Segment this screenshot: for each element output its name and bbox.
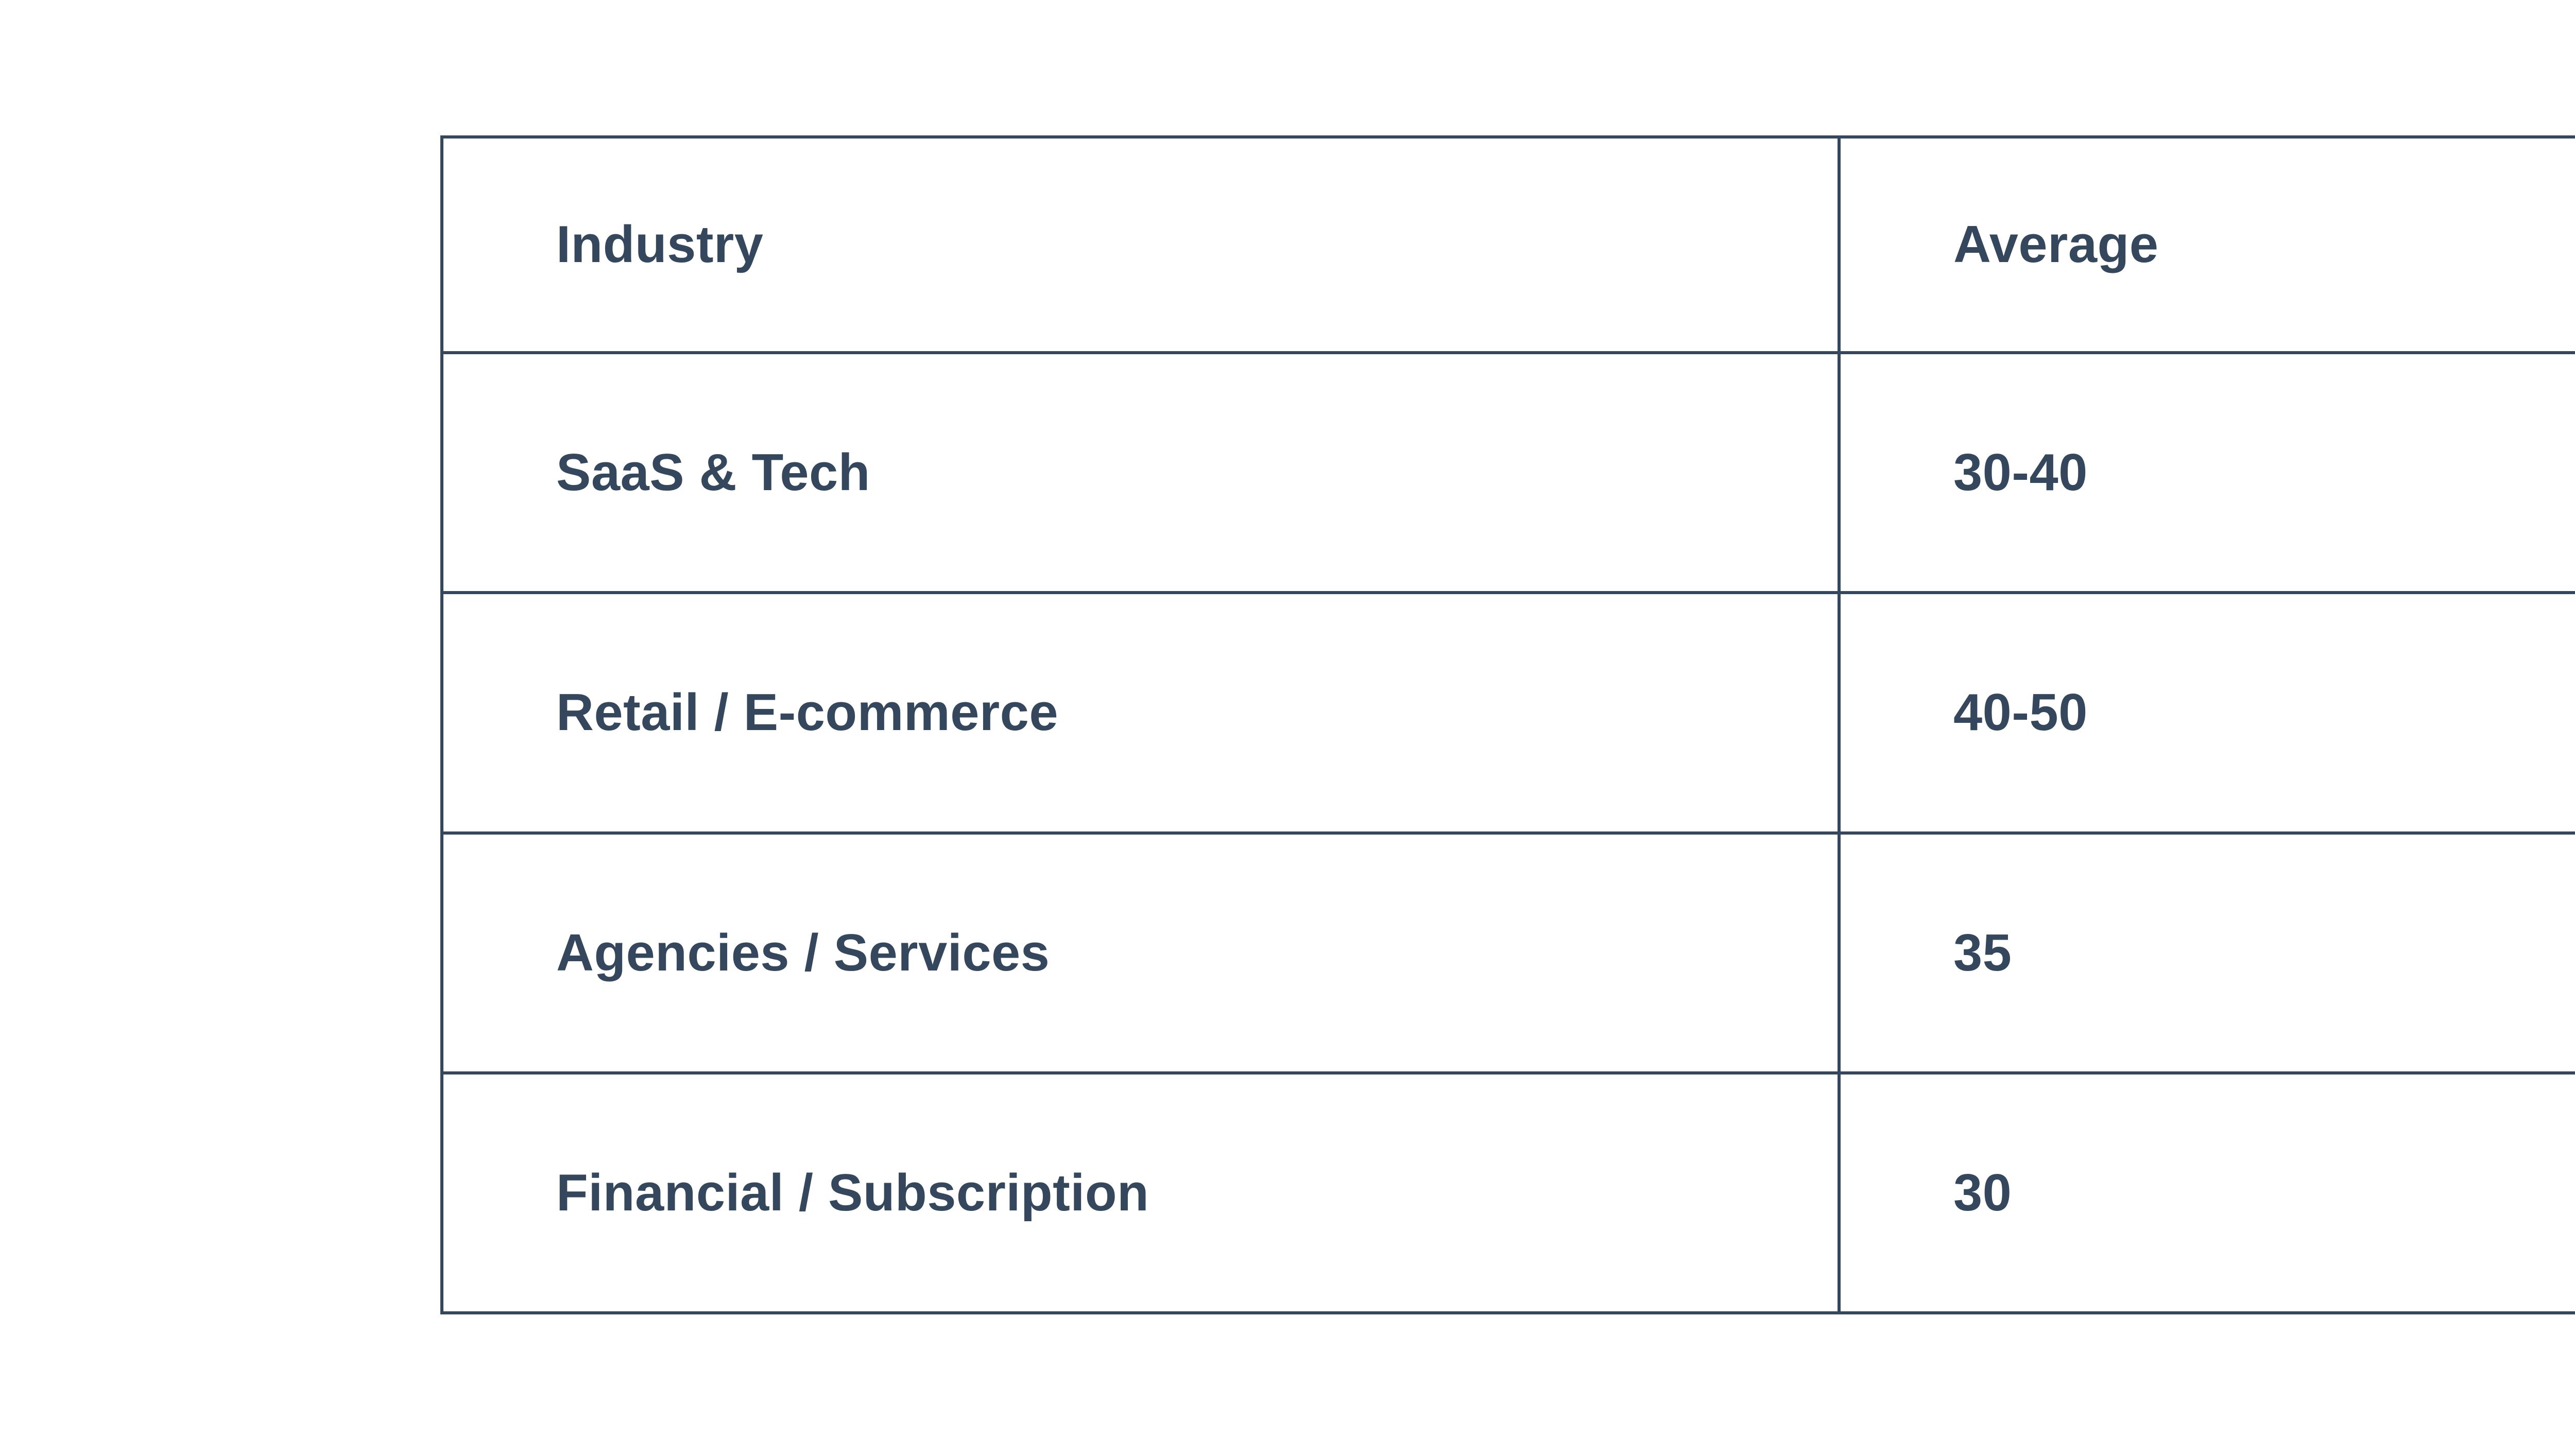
industry-benchmark-table: Industry Average Excellent SaaS & Tech 3… [440,135,2575,1315]
cell-average: 30 [1838,1071,2575,1315]
column-header-average[interactable]: Average [1838,135,2575,354]
cell-industry: Agencies / Services [440,831,1841,1074]
benchmark-table-container: Industry Average Excellent SaaS & Tech 3… [440,135,2575,1315]
table-row: SaaS & Tech 30-40 50 + [440,351,2575,595]
table-row: Financial / Subscription 30 45 + [440,1071,2575,1315]
table-body: SaaS & Tech 30-40 50 + Retail / E-commer… [440,351,2575,1315]
column-header-industry[interactable]: Industry [440,135,1841,354]
table-header-row: Industry Average Excellent [440,135,2575,354]
cell-industry: SaaS & Tech [440,351,1841,595]
cell-average: 35 [1838,831,2575,1074]
table-row: Agencies / Services 35 50 + [440,831,2575,1074]
cell-industry: Retail / E-commerce [440,591,1841,835]
cell-average: 40-50 [1838,591,2575,835]
cell-industry: Financial / Subscription [440,1071,1841,1315]
table-header: Industry Average Excellent [440,135,2575,354]
cell-average: 30-40 [1838,351,2575,595]
table-row: Retail / E-commerce 40-50 60 + [440,591,2575,835]
